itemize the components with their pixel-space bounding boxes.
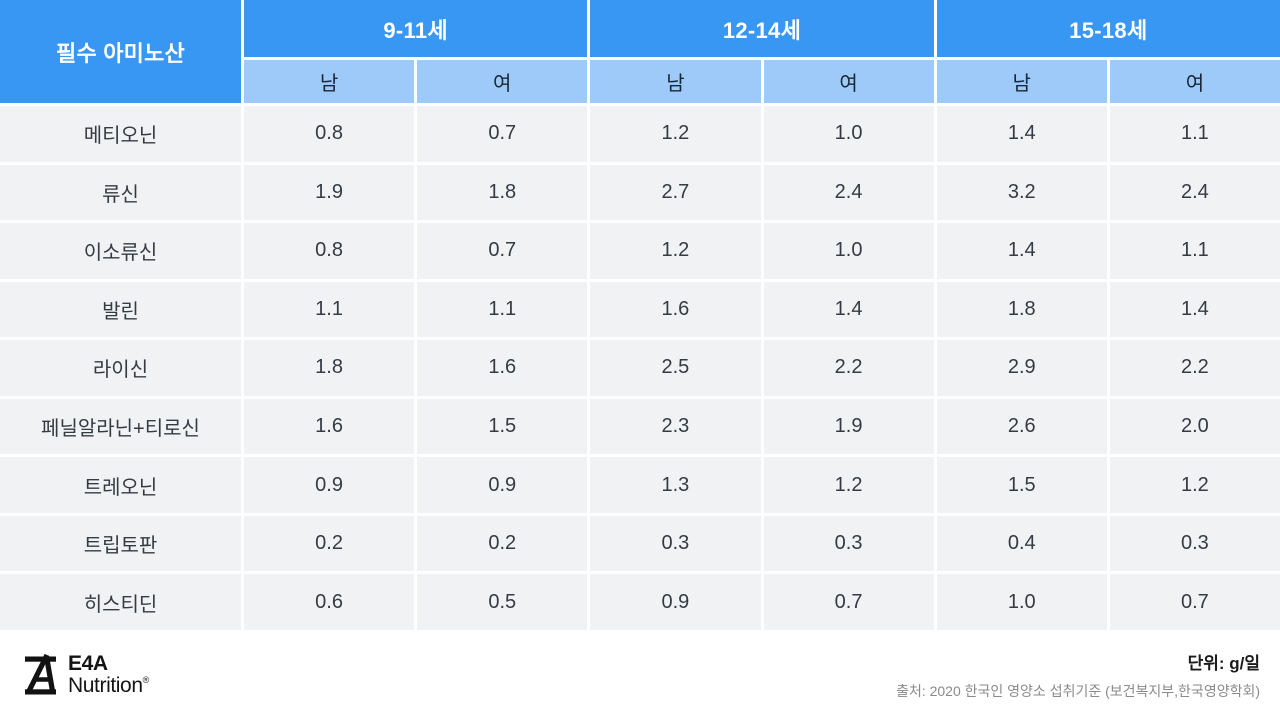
value-cell: 0.7 (417, 223, 588, 279)
row-label: 발린 (0, 281, 241, 338)
value-cell: 0.9 (590, 574, 761, 630)
value-cell: 1.2 (763, 457, 934, 513)
value-cell: 2.2 (1109, 340, 1280, 396)
value-cell: 1.2 (590, 223, 761, 279)
logo-brand-sub: Nutrition® (68, 674, 150, 697)
corner-header-cell: 필수 아미노산 (0, 0, 241, 103)
subheader-female-9-11: 여 (417, 60, 588, 103)
subheader-female-15-18: 여 (1109, 60, 1280, 103)
value-cell: 1.1 (1109, 223, 1280, 279)
value-cell: 0.3 (590, 515, 761, 572)
value-cell: 1.8 (417, 164, 588, 221)
value-cell: 0.6 (244, 574, 415, 630)
unit-label: 단위: g/일 (1187, 654, 1260, 673)
value-cell: 1.5 (936, 457, 1107, 513)
age-group-header-15-18: 15-18세 (936, 0, 1280, 57)
subheader-male-15-18: 남 (936, 60, 1107, 103)
table-meta: 단위: g/일 출처: 2020 한국인 영양소 섭취기준 (보건복지부,한국영… (896, 649, 1260, 701)
value-cell: 1.6 (590, 281, 761, 338)
value-cell: 1.1 (244, 281, 415, 338)
value-cell: 0.2 (244, 515, 415, 572)
row-label: 페닐알라닌+티로신 (0, 398, 241, 455)
value-cell: 0.8 (244, 223, 415, 279)
value-cell: 0.7 (1109, 574, 1280, 630)
value-cell: 3.2 (936, 164, 1107, 221)
value-cell: 1.0 (936, 574, 1107, 630)
age-group-header-9-11: 9-11세 (244, 0, 588, 57)
value-cell: 1.9 (763, 398, 934, 455)
e4a-logo-text: E4A Nutrition® (68, 653, 149, 696)
source-note: 출처: 2020 한국인 영양소 섭취기준 (보건복지부,한국영양학회) (896, 683, 1260, 699)
value-cell: 0.7 (763, 574, 934, 630)
e4a-logo-icon (25, 653, 56, 694)
row-label: 메티오닌 (0, 106, 241, 162)
value-cell: 1.3 (590, 457, 761, 513)
value-cell: 1.5 (417, 398, 588, 455)
value-cell: 2.0 (1109, 398, 1280, 455)
row-label: 히스티딘 (0, 574, 241, 630)
e4a-logo: E4A Nutrition® (22, 653, 149, 696)
value-cell: 0.8 (244, 106, 415, 162)
value-cell: 0.5 (417, 574, 588, 630)
value-cell: 0.9 (244, 457, 415, 513)
value-cell: 2.6 (936, 398, 1107, 455)
footer: E4A Nutrition® 단위: g/일 출처: 2020 한국인 영양소 … (0, 630, 1280, 720)
value-cell: 0.3 (1109, 515, 1280, 572)
row-label: 이소류신 (0, 223, 241, 279)
row-label: 트립토판 (0, 515, 241, 572)
value-cell: 1.4 (936, 223, 1107, 279)
value-cell: 2.3 (590, 398, 761, 455)
value-cell: 1.4 (936, 106, 1107, 162)
value-cell: 1.1 (417, 281, 588, 338)
value-cell: 2.9 (936, 340, 1107, 396)
value-cell: 1.2 (590, 106, 761, 162)
value-cell: 1.0 (763, 223, 934, 279)
row-label: 트레오닌 (0, 457, 241, 513)
value-cell: 1.4 (1109, 281, 1280, 338)
subheader-male-12-14: 남 (590, 60, 761, 103)
age-group-header-12-14: 12-14세 (590, 0, 934, 57)
value-cell: 0.7 (417, 106, 588, 162)
amino-acid-intake-table: 필수 아미노산 9-11세 12-14세 15-18세 남 여 남 여 남 여 … (0, 0, 1280, 630)
registered-mark: ® (142, 675, 150, 685)
value-cell: 0.9 (417, 457, 588, 513)
value-cell: 1.8 (244, 340, 415, 396)
value-cell: 0.4 (936, 515, 1107, 572)
value-cell: 2.7 (590, 164, 761, 221)
value-cell: 1.0 (763, 106, 934, 162)
subheader-male-9-11: 남 (244, 60, 415, 103)
value-cell: 1.1 (1109, 106, 1280, 162)
value-cell: 1.6 (417, 340, 588, 396)
value-cell: 0.2 (417, 515, 588, 572)
value-cell: 0.3 (763, 515, 934, 572)
value-cell: 1.8 (936, 281, 1107, 338)
subheader-female-12-14: 여 (763, 60, 934, 103)
value-cell: 2.4 (763, 164, 934, 221)
value-cell: 1.2 (1109, 457, 1280, 513)
value-cell: 2.5 (590, 340, 761, 396)
row-label: 라이신 (0, 340, 241, 396)
value-cell: 1.9 (244, 164, 415, 221)
value-cell: 1.6 (244, 398, 415, 455)
value-cell: 2.4 (1109, 164, 1280, 221)
value-cell: 2.2 (763, 340, 934, 396)
row-label: 류신 (0, 164, 241, 221)
value-cell: 1.4 (763, 281, 934, 338)
logo-brand-name: E4A (68, 652, 108, 676)
